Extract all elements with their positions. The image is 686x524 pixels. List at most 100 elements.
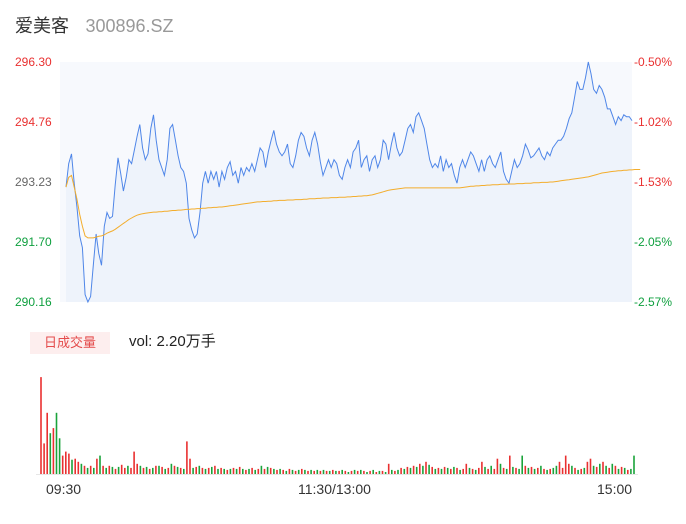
volume-bar — [58, 438, 61, 474]
volume-bar — [207, 467, 210, 474]
volume-bar — [297, 469, 300, 474]
volume-bar — [515, 467, 517, 474]
volume-bar — [360, 469, 362, 474]
volume-bar — [46, 412, 48, 474]
volume-bar — [201, 467, 204, 474]
volume-bar — [453, 466, 455, 474]
volume-bar — [229, 468, 232, 474]
volume-bar — [391, 469, 393, 474]
volume-bar — [530, 466, 533, 474]
volume-bar — [571, 465, 573, 474]
volume-bar — [378, 470, 381, 474]
pct-tick-4: -2.57% — [633, 295, 672, 309]
volume-bar — [580, 468, 582, 474]
volume-bar — [406, 466, 409, 474]
y-tick-3: 291.70 — [15, 235, 52, 249]
x-label-midday: 11:30/13:00 — [298, 481, 371, 497]
volume-bar — [509, 455, 511, 474]
volume-bar — [220, 467, 222, 474]
volume-bar — [505, 468, 508, 474]
y-tick-0: 296.30 — [15, 55, 52, 69]
volume-bar — [608, 467, 610, 474]
volume-bar — [589, 458, 592, 474]
volume-bar — [245, 469, 247, 474]
volume-bar — [242, 468, 244, 474]
average-price-line — [65, 169, 641, 239]
volume-bar — [341, 469, 343, 474]
volume-bar — [86, 467, 89, 474]
volume-bar — [623, 467, 626, 474]
volume-bar — [130, 467, 132, 474]
volume-bar — [68, 453, 70, 474]
volume-bar — [437, 467, 440, 474]
volume-bar — [291, 469, 294, 474]
price-line — [65, 61, 633, 304]
volume-bar — [375, 472, 378, 474]
volume-bar — [102, 465, 104, 474]
pct-tick-0: -0.50% — [633, 55, 672, 69]
volume-bar — [546, 469, 548, 474]
volume-bar — [450, 468, 452, 474]
volume-bar — [40, 377, 42, 474]
volume-bar — [484, 466, 486, 474]
volume-bar — [294, 470, 297, 474]
volume-bar — [431, 466, 433, 474]
stock-header: 爱美客 300896.SZ — [15, 12, 174, 38]
volume-bar — [158, 465, 160, 474]
volume-bar — [71, 459, 73, 474]
volume-bar — [543, 468, 545, 474]
pct-tick-2: -1.53% — [633, 175, 672, 189]
volume-bar — [518, 468, 520, 474]
volume-bar — [282, 469, 284, 474]
volume-bar — [226, 469, 229, 474]
volume-bar — [549, 468, 551, 474]
volume-bar — [586, 461, 589, 474]
pct-tick-1: -1.02% — [633, 115, 672, 129]
volume-bar — [397, 469, 399, 474]
volume-bar — [384, 472, 387, 474]
volume-bar — [564, 455, 567, 474]
volume-bar — [189, 458, 191, 474]
volume-bar — [55, 412, 58, 474]
volume-bar — [74, 458, 76, 474]
volume-bar — [440, 468, 443, 474]
volume-bar — [369, 470, 371, 474]
volume-bar — [527, 467, 530, 474]
volume-bar — [353, 469, 356, 474]
volume-bar — [235, 468, 238, 474]
x-label-open: 09:30 — [46, 481, 82, 497]
volume-bar — [198, 465, 201, 474]
volume-bar — [232, 467, 235, 474]
x-label-close: 15:00 — [597, 481, 633, 497]
volume-bar — [425, 461, 427, 474]
volume-bar — [89, 465, 92, 474]
volume-bar — [537, 467, 539, 474]
volume-bar — [627, 469, 629, 474]
volume-bar — [540, 465, 542, 474]
volume-bar — [313, 470, 315, 474]
volume-bar — [412, 465, 415, 474]
volume-bar — [254, 469, 256, 474]
volume-bar — [93, 467, 95, 474]
volume-bar — [409, 467, 412, 474]
y-tick-4: 290.16 — [15, 295, 52, 309]
volume-bar — [192, 467, 194, 474]
volume-bar — [179, 467, 182, 474]
volume-bar — [186, 441, 188, 474]
volume-bar — [372, 469, 374, 474]
volume-bar — [381, 470, 384, 474]
volume-bar — [633, 455, 635, 474]
volume-bar — [49, 433, 52, 474]
volume-bar — [301, 468, 303, 474]
volume-bar — [217, 468, 219, 474]
volume-bar — [148, 468, 151, 474]
volume-bar — [332, 469, 334, 474]
volume-bar — [363, 470, 365, 474]
volume-bar — [145, 466, 148, 474]
volume-bar — [595, 466, 598, 474]
volume-bar — [223, 468, 225, 474]
volume-bar — [195, 466, 197, 474]
volume-bar — [99, 455, 101, 474]
volume-bar — [77, 461, 80, 474]
